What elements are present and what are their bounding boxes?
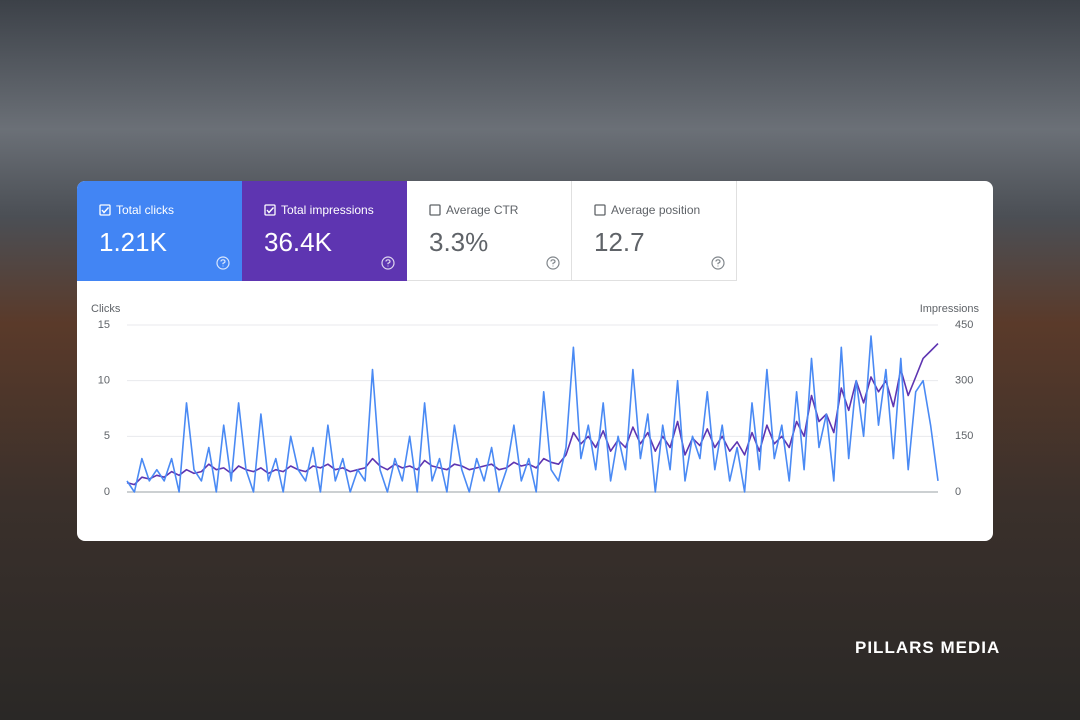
metric-tile[interactable]: Average CTR 3.3% [407,181,572,281]
checkbox [99,204,111,216]
help-mark [715,259,721,267]
help-icon [546,256,560,270]
checkbox [594,204,606,216]
help-circle [546,256,560,270]
y-tick-label: 15 [98,319,110,331]
y2-tick-label: 0 [955,486,961,498]
brand: PILLARS MEDIA [855,638,1001,657]
metric-value: 12.7 [594,227,645,257]
metric-label: Total clicks [116,203,175,217]
series-line [126,335,939,493]
checkbox-tick [101,207,110,214]
checkbox-box [429,204,441,216]
series-line [126,343,939,486]
help-circle [216,256,230,270]
checkbox-box [594,204,606,216]
metric-value: 3.3% [429,227,489,257]
metric-label: Average CTR [446,203,519,217]
metric-label: Average position [611,203,701,217]
checkbox [264,204,276,216]
y2-tick-label: 300 [955,375,973,387]
y2-tick-label: 450 [955,319,973,331]
help-circle [381,256,395,270]
help-mark [550,259,556,267]
y-tick-label: 5 [104,430,110,442]
metric-tile[interactable]: Total clicks 1.21K [77,181,242,281]
y2-axis-label: Impressions [920,303,980,315]
y-tick-label: 0 [104,486,110,498]
checkbox [429,204,441,216]
checkbox-tick [266,207,275,214]
help-mark [385,259,391,267]
metric-tile[interactable]: Total impressions 36.4K [242,181,407,281]
y2-tick-label: 150 [955,430,973,442]
help-icon [216,256,230,270]
performance-card: Total clicks 1.21K Total impressions 36.4K A… [77,181,993,541]
help-icon [711,256,725,270]
checkbox-box [264,204,276,216]
y-tick-label: 10 [98,375,110,387]
help-icon [381,256,395,270]
metric-label: Total impressions [281,203,374,217]
help-mark [220,259,226,267]
metric-value: 1.21K [99,227,167,257]
y-axis-label: Clicks [91,303,121,315]
checkbox-box [99,204,111,216]
help-circle [711,256,725,270]
metric-tile[interactable]: Average position 12.7 [572,181,737,281]
metric-value: 36.4K [264,227,332,257]
